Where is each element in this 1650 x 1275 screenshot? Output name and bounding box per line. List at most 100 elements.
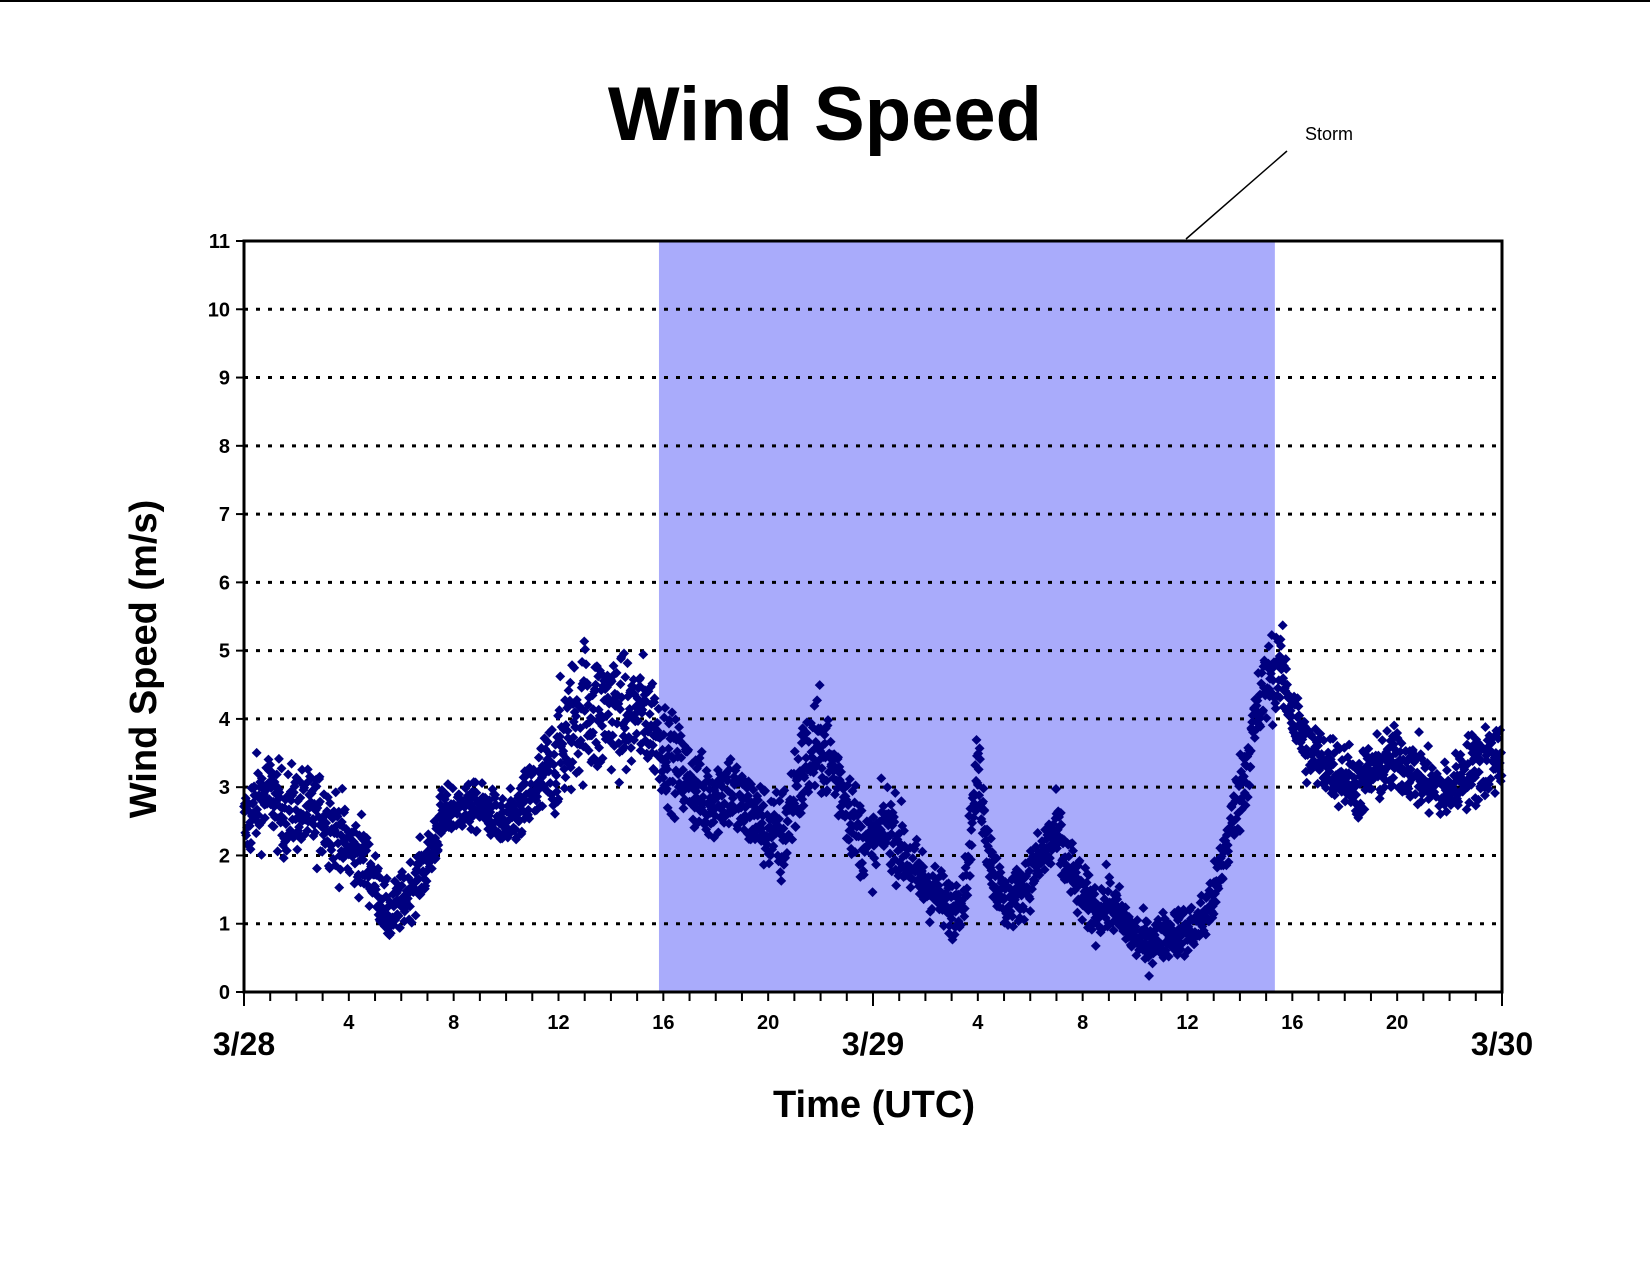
data-point <box>748 784 759 795</box>
data-point <box>978 783 989 794</box>
data-point <box>650 766 660 777</box>
data-point <box>441 789 452 800</box>
data-point <box>662 764 673 775</box>
data-point <box>559 783 570 794</box>
data-point <box>1024 866 1035 877</box>
chart-title: Wind Speed <box>608 72 1042 157</box>
data-point <box>385 928 396 939</box>
data-point <box>658 772 669 783</box>
data-point <box>1200 929 1211 940</box>
data-point <box>433 839 444 850</box>
data-point <box>647 678 658 689</box>
data-point <box>823 715 833 726</box>
data-point <box>1275 634 1286 645</box>
data-point <box>358 854 369 865</box>
data-point <box>657 744 668 755</box>
data-point <box>415 832 425 843</box>
data-point <box>971 734 982 745</box>
y-tick-label: 1 <box>219 914 230 936</box>
data-point <box>268 821 279 832</box>
data-point <box>326 845 337 855</box>
data-point <box>569 662 580 673</box>
data-point <box>1382 725 1393 736</box>
data-point <box>520 778 531 789</box>
data-point <box>616 692 627 703</box>
data-point <box>1195 897 1206 908</box>
data-point <box>325 798 336 809</box>
data-point <box>1067 838 1078 849</box>
data-point <box>568 732 579 743</box>
data-point <box>614 777 625 788</box>
data-point <box>1144 970 1155 981</box>
data-point <box>551 770 562 781</box>
data-point <box>1267 720 1278 731</box>
data-point <box>1293 701 1304 712</box>
data-point <box>330 787 341 798</box>
data-point <box>1480 722 1491 733</box>
data-point <box>364 901 375 912</box>
y-tick-label: 6 <box>219 572 230 594</box>
data-point <box>959 911 970 922</box>
data-point <box>1045 858 1056 869</box>
data-point <box>857 858 868 868</box>
data-point <box>1108 925 1119 936</box>
data-point <box>477 778 488 789</box>
data-point <box>885 799 896 810</box>
data-point <box>557 739 568 749</box>
data-point <box>335 864 346 875</box>
data-point <box>833 752 844 763</box>
data-point <box>1074 855 1085 866</box>
data-point <box>1333 801 1344 812</box>
data-point <box>550 808 560 819</box>
data-point <box>1034 870 1045 880</box>
data-point <box>1328 759 1339 770</box>
data-point <box>288 787 299 798</box>
data-point <box>966 824 977 835</box>
data-point <box>635 672 646 683</box>
data-point <box>1055 807 1066 818</box>
data-point <box>1051 784 1061 794</box>
data-point <box>778 859 789 870</box>
data-point <box>626 756 637 767</box>
data-point <box>797 794 808 805</box>
data-point <box>1294 710 1305 721</box>
data-point <box>758 800 769 811</box>
data-point <box>1089 882 1100 893</box>
data-point <box>1234 825 1245 836</box>
data-point <box>582 680 593 691</box>
data-point <box>975 754 985 765</box>
data-point <box>615 679 626 690</box>
data-point <box>1105 877 1116 888</box>
data-point <box>1182 945 1193 956</box>
data-point <box>302 825 313 836</box>
data-point <box>426 863 437 874</box>
data-point <box>1153 914 1164 925</box>
data-point <box>1439 757 1450 768</box>
data-point <box>505 783 516 794</box>
data-point <box>798 800 809 811</box>
top-rule <box>0 0 1650 2</box>
data-point <box>271 769 282 780</box>
data-point <box>979 805 990 816</box>
data-point <box>1270 698 1281 709</box>
data-point <box>822 720 833 731</box>
data-point <box>394 922 405 933</box>
data-point <box>658 729 669 740</box>
data-point <box>836 766 847 777</box>
data-point <box>1072 907 1083 918</box>
data-point <box>663 743 674 754</box>
data-point <box>1263 641 1274 652</box>
x-axis-label: Time (UTC) <box>773 1084 975 1126</box>
data-point <box>356 809 367 820</box>
data-point <box>1275 692 1286 703</box>
data-point <box>588 704 599 715</box>
data-point <box>899 825 909 836</box>
data-point <box>782 816 793 827</box>
data-point <box>594 742 605 753</box>
data-point <box>344 867 355 878</box>
data-point <box>814 680 825 691</box>
data-point <box>1292 693 1303 704</box>
data-point <box>1245 761 1256 772</box>
data-point <box>775 867 786 878</box>
data-point <box>933 880 944 891</box>
